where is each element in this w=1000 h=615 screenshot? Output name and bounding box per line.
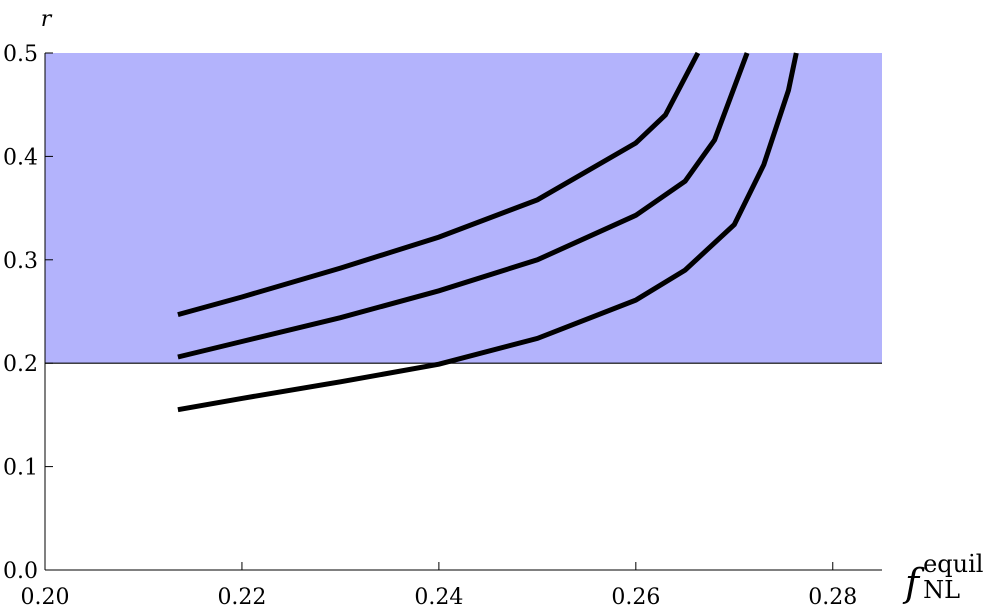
y-tick-label: 0.2 xyxy=(3,352,38,377)
x-tick-label: 0.20 xyxy=(21,585,70,610)
shaded-band xyxy=(45,53,882,364)
curve xyxy=(177,51,701,318)
y-tick-label: 0.3 xyxy=(3,249,38,274)
x-tick-label: 0.22 xyxy=(217,585,266,610)
x-tick-label: 0.26 xyxy=(611,585,660,610)
curve xyxy=(177,52,750,360)
x-axis-label: f equil NL xyxy=(902,550,983,605)
x-label-sub: NL xyxy=(923,576,960,604)
y-axis-label: r xyxy=(41,7,53,32)
x-tick-label: 0.28 xyxy=(808,585,857,610)
x-label-main: f xyxy=(902,561,925,605)
y-tick-label: 0.5 xyxy=(3,42,38,67)
y-tick-label: 0.1 xyxy=(3,456,38,481)
x-label-sup: equil xyxy=(923,550,983,578)
y-tick-label: 0.4 xyxy=(3,145,38,170)
curve xyxy=(177,52,799,413)
x-tick-label: 0.24 xyxy=(414,585,463,610)
y-tick-label: 0.0 xyxy=(3,559,38,584)
